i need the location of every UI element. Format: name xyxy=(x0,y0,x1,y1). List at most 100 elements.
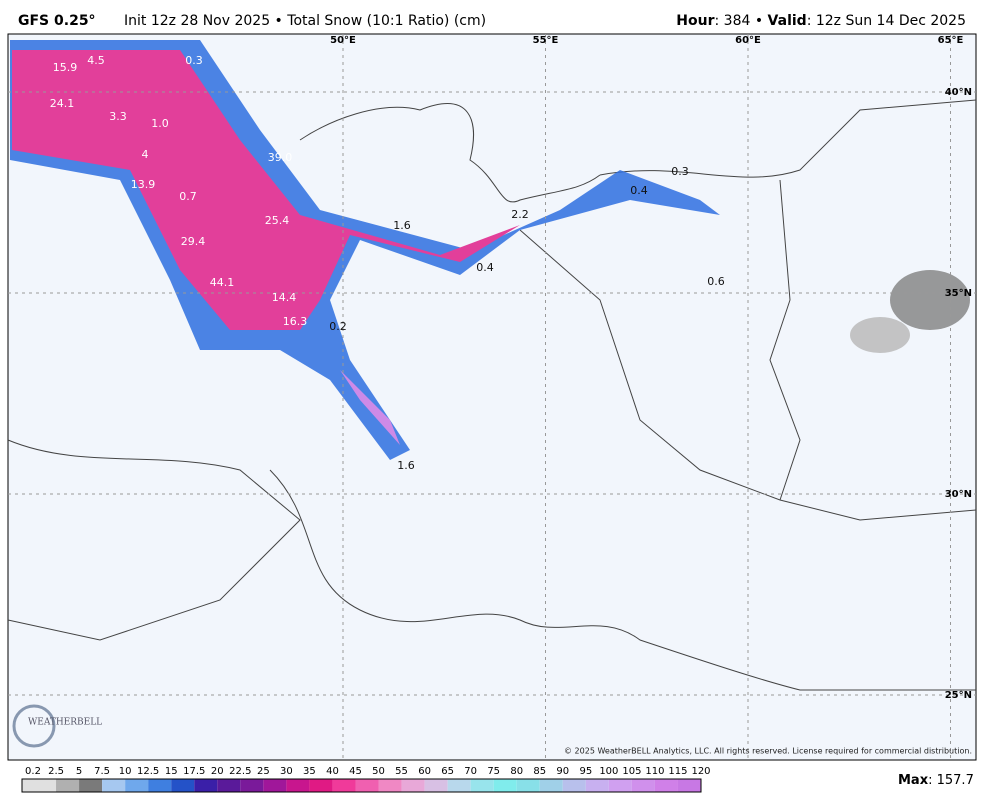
logo: WEATHERBELL xyxy=(12,704,102,748)
colorbar-label: 7.5 xyxy=(94,766,110,777)
colorbar-segment xyxy=(447,779,471,792)
max-label: Max xyxy=(898,773,929,788)
point-label: 15.9 xyxy=(53,61,78,74)
colorbar-segment xyxy=(102,779,126,792)
colorbar: 0.2 2.5 5 7.5 10 12.5 15 17.5 20 22.5 25 30 35 40 45 50… xyxy=(21,766,711,793)
colorbar-segment xyxy=(470,779,494,792)
point-label: 4 xyxy=(142,148,149,161)
point-label: 0.4 xyxy=(476,261,494,274)
point-label: 1.0 xyxy=(151,117,169,130)
point-label: 0.6 xyxy=(707,275,725,288)
colorbar-segment xyxy=(539,779,563,792)
border xyxy=(769,179,801,501)
colorbar-label: 85 xyxy=(533,766,546,777)
hour-info: Hour: 384 • Valid: 12z Sun 14 Dec 2025 xyxy=(676,13,966,29)
colorbar-segment xyxy=(194,779,218,792)
colorbar-label: 2.5 xyxy=(48,766,64,777)
lat-label: 30°N xyxy=(945,489,972,500)
coast xyxy=(299,103,601,203)
colorbar-label: 115 xyxy=(668,766,687,777)
point-label: 44.1 xyxy=(210,276,235,289)
colorbar-segment xyxy=(493,779,517,792)
border xyxy=(519,229,977,521)
colorbar-label: 75 xyxy=(487,766,500,777)
colorbar-label: 30 xyxy=(280,766,293,777)
colorbar-segment xyxy=(217,779,241,792)
colorbar-segment xyxy=(424,779,448,792)
lon-label: 60°E xyxy=(735,35,761,46)
point-label: 25.4 xyxy=(265,214,290,227)
colorbar-label: 95 xyxy=(579,766,592,777)
point-label: 0.7 xyxy=(179,190,197,203)
point-label: 0.2 xyxy=(329,320,347,333)
colorbar-segment xyxy=(79,779,103,792)
colorbar-label: 80 xyxy=(510,766,523,777)
colorbar-label: 65 xyxy=(441,766,454,777)
colorbar-label: 25 xyxy=(257,766,270,777)
snow-band xyxy=(890,270,970,330)
hour: : 384 • xyxy=(715,13,768,29)
colorbar-label: 70 xyxy=(464,766,477,777)
colorbar-segment xyxy=(378,779,402,792)
colorbar-label: 22.5 xyxy=(229,766,251,777)
colorbar-segment xyxy=(654,779,678,792)
description: Init 12z 28 Nov 2025 • Total Snow (10:1 … xyxy=(124,13,486,29)
colorbar-segment xyxy=(355,779,379,792)
border xyxy=(7,439,301,641)
valid: : 12z Sun 14 Dec 2025 xyxy=(807,13,966,29)
point-label: 3.3 xyxy=(109,110,127,123)
lon-label: 65°E xyxy=(938,35,964,46)
snow-band xyxy=(340,370,400,445)
colorbar-label: 45 xyxy=(349,766,362,777)
point-label: 0.4 xyxy=(630,184,648,197)
snow-band xyxy=(12,50,520,330)
point-label: 4.5 xyxy=(87,54,105,67)
colorbar-label: 20 xyxy=(211,766,224,777)
colorbar-segment xyxy=(401,779,425,792)
point-label: 14.4 xyxy=(272,291,297,304)
lat-label: 35°N xyxy=(945,288,972,299)
colorbar-label: 120 xyxy=(691,766,710,777)
border xyxy=(599,99,977,178)
colorbar-label: 110 xyxy=(645,766,664,777)
colorbar-frame xyxy=(21,778,702,793)
point-label: 0.3 xyxy=(671,165,689,178)
colorbar-label: 40 xyxy=(326,766,339,777)
point-label: 39.0 xyxy=(268,151,293,164)
point-label: 1.6 xyxy=(397,459,415,472)
colorbar-segment xyxy=(332,779,356,792)
colorbar-segment xyxy=(56,779,80,792)
graticule: 50°E 55°E 60°E 65°E 40°N 35°N 30°N 25°N xyxy=(8,34,976,760)
point-label: 2.2 xyxy=(511,208,529,221)
colorbar-label: 50 xyxy=(372,766,385,777)
colorbar-label: 105 xyxy=(622,766,641,777)
colorbar-segment xyxy=(171,779,195,792)
point-label: 13.9 xyxy=(131,178,156,191)
colorbar-segment xyxy=(608,779,632,792)
colorbar-segment xyxy=(631,779,655,792)
borders xyxy=(7,99,977,691)
colorbar-label: 5 xyxy=(76,766,82,777)
logo-swirl xyxy=(12,704,56,748)
colorbar-label: 15 xyxy=(165,766,178,777)
colorbar-label: 90 xyxy=(556,766,569,777)
logo-text: WEATHERBELL xyxy=(28,718,102,728)
max-value: : 157.7 xyxy=(928,773,974,788)
lon-label: 50°E xyxy=(330,35,356,46)
point-label: 1.6 xyxy=(393,219,411,232)
colorbar-segment xyxy=(148,779,172,792)
colorbar-segment xyxy=(22,779,57,792)
colorbar-label: 17.5 xyxy=(183,766,205,777)
colorbar-segment xyxy=(125,779,149,792)
lat-label: 25°N xyxy=(945,690,972,701)
colorbar-segment xyxy=(516,779,540,792)
hour-label: Hour xyxy=(676,13,714,29)
point-label: 16.3 xyxy=(283,315,308,328)
colorbar-segment xyxy=(562,779,586,792)
colorbar-segment xyxy=(585,779,609,792)
coast xyxy=(269,469,976,691)
colorbar-label: 55 xyxy=(395,766,408,777)
lat-label: 40°N xyxy=(945,87,972,98)
